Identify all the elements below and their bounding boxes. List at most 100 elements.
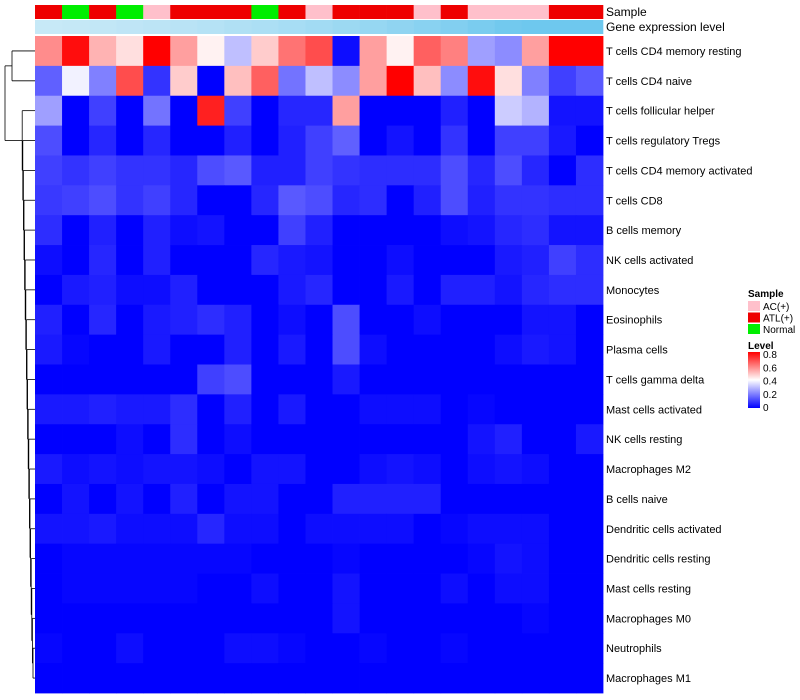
heatmap-cell — [575, 424, 604, 455]
heatmap-cell — [224, 65, 252, 97]
expression-annotation-cell — [62, 20, 90, 34]
row-label: T cells CD4 naive — [606, 76, 692, 88]
heatmap-cell — [413, 633, 442, 664]
heatmap-cell — [359, 424, 388, 455]
heatmap-cell — [62, 215, 90, 246]
heatmap-cell — [575, 334, 604, 365]
heatmap-cell — [143, 543, 171, 574]
heatmap-cell — [413, 603, 442, 634]
heatmap-cell — [89, 65, 117, 97]
heatmap-cell — [413, 304, 442, 336]
heatmap-cell — [62, 513, 90, 545]
expression-annotation-cell — [278, 20, 306, 34]
heatmap-cell — [440, 274, 469, 306]
heatmap-cell — [332, 483, 360, 515]
heatmap-cell — [170, 424, 198, 455]
heatmap-cell — [332, 155, 360, 186]
sample-annotation-cell — [440, 5, 469, 19]
heatmap-cell — [440, 424, 469, 455]
heatmap-cell — [62, 603, 90, 634]
heatmap-cell — [278, 125, 306, 156]
heatmap-cell — [467, 603, 496, 634]
heatmap-cell — [521, 36, 550, 67]
heatmap-cell — [116, 304, 144, 336]
heatmap-cell — [197, 215, 225, 246]
heatmap-cell — [440, 95, 469, 126]
heatmap-cell — [62, 483, 90, 515]
heatmap-cell — [440, 603, 469, 634]
heatmap-cell — [116, 36, 144, 67]
heatmap-cell — [35, 603, 63, 634]
heatmap-cell — [521, 65, 550, 97]
row-label: T cells CD4 memory resting — [606, 46, 742, 58]
heatmap-cell — [386, 424, 415, 455]
heatmap-cell — [548, 454, 577, 485]
heatmap-cell — [386, 603, 415, 634]
sample-annotation-cell — [278, 5, 306, 19]
sample-annotation-cell — [413, 5, 442, 19]
heatmap-cell — [332, 364, 360, 395]
heatmap-cell — [197, 245, 225, 276]
row-label: Dendritic cells activated — [606, 524, 722, 536]
heatmap-cell — [548, 95, 577, 126]
heatmap-cell — [332, 543, 360, 574]
heatmap-cell — [305, 394, 333, 425]
heatmap-cell — [575, 603, 604, 634]
heatmap-cell — [332, 633, 360, 664]
heatmap-cell — [143, 245, 171, 276]
heatmap-cell — [467, 543, 496, 574]
heatmap-cell — [143, 573, 171, 604]
heatmap-cell — [89, 483, 117, 515]
heatmap-cell — [548, 274, 577, 306]
heatmap-cell — [521, 454, 550, 485]
heatmap-cell — [116, 215, 144, 246]
heatmap-cell — [305, 454, 333, 485]
heatmap-cell — [62, 573, 90, 604]
heatmap-cell — [521, 95, 550, 126]
heatmap-cell — [62, 424, 90, 455]
heatmap-cell — [170, 633, 198, 664]
heatmap-cell — [359, 274, 388, 306]
heatmap-cell — [413, 543, 442, 574]
heatmap-cell — [359, 125, 388, 156]
heatmap-cell — [197, 633, 225, 664]
heatmap-cell — [386, 245, 415, 276]
heatmap-cell — [305, 95, 333, 126]
heatmap-cell — [386, 125, 415, 156]
heatmap-cell — [440, 454, 469, 485]
level-colorbar — [748, 352, 760, 408]
heatmap-cell — [143, 36, 171, 67]
heatmap-cell — [224, 424, 252, 455]
heatmap-cell — [251, 513, 279, 545]
heatmap-cell — [305, 513, 333, 545]
heatmap-cell — [386, 663, 415, 694]
heatmap-cell — [143, 334, 171, 365]
heatmap-cell — [413, 483, 442, 515]
heatmap-cell — [224, 394, 252, 425]
heatmap-cell — [170, 543, 198, 574]
heatmap-cell — [359, 304, 388, 336]
expression-annotation-cell — [521, 20, 550, 34]
heatmap-cell — [332, 513, 360, 545]
heatmap-cell — [116, 543, 144, 574]
level-legend-title: Level — [748, 341, 774, 352]
level-legend-tick: 0.2 — [763, 390, 777, 401]
heatmap-cell — [170, 513, 198, 545]
heatmap-cell — [278, 454, 306, 485]
heatmap-cell — [440, 245, 469, 276]
heatmap-cell — [62, 185, 90, 216]
heatmap-cell — [575, 633, 604, 664]
heatmap-cell — [494, 543, 523, 574]
heatmap-cell — [62, 95, 90, 126]
heatmap-cell — [62, 274, 90, 306]
heatmap-cell — [359, 633, 388, 664]
heatmap-cell — [467, 633, 496, 664]
expression-annotation-cell — [413, 20, 442, 34]
heatmap-cell — [467, 185, 496, 216]
heatmap-cell — [413, 364, 442, 395]
heatmap-cell — [386, 215, 415, 246]
row-label: Macrophages M1 — [606, 673, 691, 685]
heatmap-cell — [62, 454, 90, 485]
heatmap-cell — [386, 155, 415, 186]
heatmap-cell — [332, 394, 360, 425]
